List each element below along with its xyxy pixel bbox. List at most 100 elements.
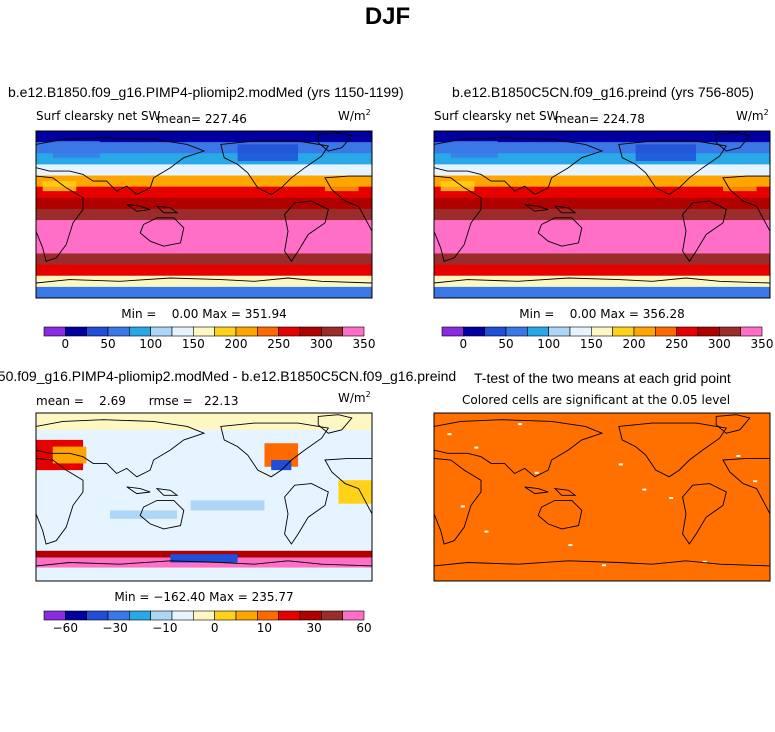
colorbar-box [86, 326, 109, 337]
insignificant-cell [618, 463, 623, 466]
colorbar-box [676, 326, 699, 337]
colorbar-box [569, 326, 592, 337]
zonal-band [36, 131, 372, 143]
coastline [324, 457, 372, 515]
zonal-band [36, 175, 372, 188]
colorbar-box [193, 326, 215, 337]
zonal-band [434, 220, 770, 232]
coastline [434, 175, 482, 262]
colorbar-box [321, 610, 343, 621]
coastline [317, 414, 353, 434]
colorbar-box [527, 326, 549, 337]
zonal-band [434, 253, 770, 266]
colorbar-box [129, 326, 151, 337]
coastline [722, 175, 770, 232]
insignificant-cell [518, 423, 522, 426]
panel-3-units: W/m2 [338, 390, 371, 405]
panel-1-variable: Surf clearsky net SW [36, 109, 161, 123]
coastline [715, 132, 751, 152]
colorbar-tick-label: −30 [102, 621, 127, 635]
colorbar-box [65, 326, 87, 337]
zonal-band [36, 197, 372, 210]
coastline [155, 205, 179, 214]
zonal-band [36, 231, 372, 243]
coastline [36, 560, 372, 581]
diff-patch [190, 500, 265, 511]
colorbar-box [719, 326, 741, 337]
colorbar-box [342, 326, 365, 337]
panel-4-frame [433, 412, 771, 582]
panel-2-map [434, 131, 770, 298]
colorbar-box [171, 610, 194, 621]
panel-2-minmax: Min = 0.00 Max = 356.28 [519, 307, 685, 321]
colorbar-box [697, 326, 720, 337]
zonal-band [434, 275, 770, 288]
colorbar-tick-label: 300 [708, 337, 731, 351]
colorbar-box [612, 326, 635, 337]
colorbar-tick-label: 50 [100, 337, 115, 351]
colorbar-box [65, 610, 87, 621]
insignificant-cell [642, 488, 647, 491]
coastline [434, 419, 604, 478]
colorbar-box [43, 610, 66, 621]
colorbar-tick-label: 60 [356, 621, 371, 635]
coastline [682, 483, 727, 545]
coastline [126, 204, 151, 212]
coastline [682, 200, 727, 263]
colorbar-box [548, 326, 571, 337]
insignificant-cell [669, 497, 674, 499]
coastline [220, 140, 330, 196]
land-patch [635, 144, 697, 162]
coastline [553, 487, 577, 496]
colorbar-box [257, 610, 279, 621]
colorbar-box [171, 326, 194, 337]
coastline [524, 486, 549, 495]
colorbar-tick-label: 200 [623, 337, 646, 351]
colorbar-tick-label: −60 [53, 621, 78, 635]
colorbar-tick-label: 50 [498, 337, 513, 351]
colorbar-tick-label: 0 [459, 337, 467, 351]
colorbar-tick-label: −10 [152, 621, 177, 635]
colorbar-box [235, 326, 258, 337]
coastline [284, 200, 329, 263]
insignificant-cell [484, 530, 489, 533]
zonal-band [434, 286, 770, 298]
diff-patch [271, 460, 292, 471]
colorbar-tick-label: 150 [580, 337, 603, 351]
colorbar-tick-label: 350 [353, 337, 376, 351]
coastline [317, 132, 353, 152]
insignificant-cell [447, 433, 452, 436]
panel-2-colorbar: 0 50 100 150 200 250 300 350 [441, 326, 774, 351]
zonal-band [36, 242, 372, 255]
coastline [537, 499, 583, 530]
colorbar-box [150, 326, 173, 337]
colorbar-tick-label: 350 [751, 337, 774, 351]
diff-patch [170, 554, 238, 563]
colorbar-box [193, 610, 215, 621]
colorbar-tick-label: 30 [307, 621, 322, 635]
colorbar-tick-label: 100 [139, 337, 162, 351]
colorbar-box [505, 326, 528, 337]
panel-1-mean: mean= 227.46 [157, 112, 247, 126]
colorbar-tick-label: 0 [61, 337, 69, 351]
colorbar-box [43, 326, 66, 337]
coastline [36, 175, 84, 262]
zonal-band [434, 197, 770, 210]
zonal-band [434, 264, 770, 277]
colorbar-box [235, 610, 258, 621]
panel-2-variable: Surf clearsky net SW [434, 109, 559, 123]
colorbar-box [299, 610, 322, 621]
coastline [434, 277, 770, 298]
land-patch [722, 181, 757, 192]
zonal-band [36, 253, 372, 266]
colorbar-box [129, 610, 151, 621]
coastline [553, 205, 577, 214]
land-patch [324, 181, 359, 192]
panel-1-map [36, 131, 372, 298]
coastline [220, 422, 330, 478]
panel-1-colorbar: 0 50 100 150 200 250 300 350 [43, 326, 376, 351]
coastline [618, 140, 728, 196]
diff-patch [36, 413, 372, 430]
colorbar-tick-label: 150 [182, 337, 205, 351]
